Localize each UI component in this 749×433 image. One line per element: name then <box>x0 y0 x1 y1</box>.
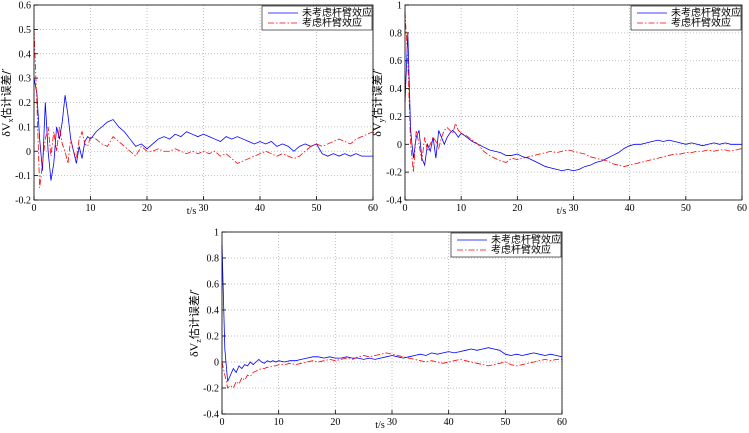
x-tick-label: 30 <box>387 417 397 428</box>
y-tick-label: -0.4 <box>203 410 219 421</box>
legend-label: 未考虑杆臂效应 <box>302 6 372 19</box>
x-tick-label: 10 <box>274 417 284 428</box>
y-tick-label: 0.8 <box>390 28 403 39</box>
y-tick-label: -0.2 <box>386 168 402 179</box>
y-label-text: 估计误差/′ <box>0 68 13 119</box>
y-tick-label: 0.5 <box>19 25 32 36</box>
x-tick-label: 30 <box>199 203 209 214</box>
y-axis-label: δVx估计误差/′ <box>0 68 15 137</box>
x-tick-label: 40 <box>255 203 265 214</box>
x-tick-label: 40 <box>625 203 635 214</box>
legend-label: 未考虑杆臂效应 <box>671 6 741 19</box>
x-tick-label: 60 <box>557 417 567 428</box>
y-tick-label: 0.2 <box>207 332 220 343</box>
y-tick-label: -0.4 <box>386 196 402 207</box>
x-tick-label: 60 <box>368 203 378 214</box>
axes-frame <box>221 231 563 415</box>
x-tick-label: 50 <box>681 203 691 214</box>
y-tick-label: 0 <box>26 147 31 158</box>
y-label-text: 估计误差/′ <box>370 68 384 119</box>
x-tick-label: 20 <box>512 203 522 214</box>
legend-label: 考虑杆臂效应 <box>491 243 551 256</box>
data-line <box>404 11 743 173</box>
y-tick-label: 0.8 <box>207 254 220 265</box>
x-axis-label: t/s <box>375 420 385 431</box>
axes-frame <box>404 4 743 201</box>
y-label-subscript: y <box>377 118 386 122</box>
x-axis-label: t/s <box>557 206 567 217</box>
legend-label: 考虑杆臂效应 <box>671 16 731 29</box>
x-tick-label: 0 <box>32 203 37 214</box>
data-line <box>221 244 563 382</box>
data-line <box>221 352 562 389</box>
y-label-text: 估计误差/′ <box>187 288 201 339</box>
y-tick-label: 0.2 <box>19 98 32 109</box>
y-tick-label: 0.6 <box>207 280 220 291</box>
y-tick-label: 0.4 <box>207 306 220 317</box>
y-tick-label: 0.2 <box>390 112 403 123</box>
y-tick-label: 0.6 <box>19 1 32 12</box>
line-chart: 0 10 20 30 40 50 60 -0.4 -0.2 0 0.2 0.4 0.6 0.8 1 t/s δV… <box>187 228 567 432</box>
data-line <box>33 78 373 181</box>
y-axis-label: δVy估计误差/′ <box>370 68 386 137</box>
legend-box <box>450 232 562 258</box>
y-tick-label: -0.1 <box>15 171 31 182</box>
y-tick-label: 1 <box>397 1 402 12</box>
line-chart: 0 10 20 30 40 50 60 -0.2 -0.1 0 0.1 0.2 0.3 0.4 0.5 0.6… <box>0 1 378 218</box>
y-tick-label: 0.4 <box>390 84 403 95</box>
x-tick-label: 30 <box>569 203 579 214</box>
legend-box <box>630 5 742 31</box>
y-tick-label: 0.6 <box>390 56 403 67</box>
y-axis-label: δVz估计误差/′ <box>187 288 203 357</box>
y-tick-label: 0 <box>397 140 402 151</box>
x-tick-label: 10 <box>86 203 96 214</box>
y-label-subscript: x <box>6 118 15 122</box>
x-tick-label: 20 <box>330 417 340 428</box>
y-label-symbol: δV <box>370 122 384 137</box>
y-tick-label: 0.3 <box>19 74 32 85</box>
x-tick-label: 0 <box>220 417 225 428</box>
legend-label: 考虑杆臂效应 <box>302 16 362 29</box>
x-tick-label: 50 <box>500 417 510 428</box>
x-tick-label: 0 <box>403 203 408 214</box>
axes-frame <box>33 4 374 201</box>
y-label-symbol: δV <box>187 342 201 357</box>
y-label-symbol: δV <box>0 122 13 137</box>
x-tick-label: 50 <box>312 203 322 214</box>
x-tick-label: 40 <box>444 417 454 428</box>
x-tick-label: 20 <box>142 203 152 214</box>
y-label-subscript: z <box>194 339 203 343</box>
y-tick-label: 0.4 <box>19 49 32 60</box>
y-tick-label: -0.2 <box>203 384 219 395</box>
data-line <box>404 32 742 172</box>
y-tick-label: 1 <box>214 228 219 239</box>
x-tick-label: 10 <box>456 203 466 214</box>
legend-label: 未考虑杆臂效应 <box>491 233 561 246</box>
y-tick-label: 0.1 <box>19 122 32 133</box>
y-tick-label: 0 <box>214 358 219 369</box>
line-chart: 0 10 20 30 40 50 60 -0.4 -0.2 0 0.2 0.4 0.6 0.8 1 t/s δV… <box>370 1 747 218</box>
legend-box <box>261 5 373 31</box>
x-axis-label: t/s <box>187 206 197 217</box>
x-tick-label: 60 <box>737 203 747 214</box>
y-tick-label: -0.2 <box>15 196 31 207</box>
data-line <box>33 29 374 188</box>
